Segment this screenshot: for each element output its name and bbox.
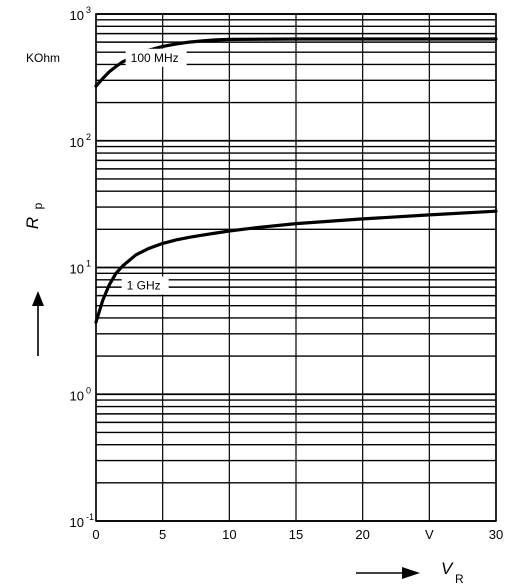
y-tick-label-exponent: 1 [86,259,91,269]
x-unit-label: V [425,527,434,542]
y-axis-label-sub: p [31,202,45,209]
y-tick-label-base: 10 [70,8,84,23]
x-tick-label: 20 [355,527,369,542]
y-tick-label-base: 10 [70,388,84,403]
y-axis-arrow [32,291,44,356]
series-label-0: 100 MHz [131,51,179,65]
series-label-bg-0 [125,48,187,67]
x-tick-label: 10 [222,527,236,542]
y-unit-label: KOhm [26,51,60,65]
y-axis-label: R p [23,202,45,229]
series-line-1 [94,209,498,324]
x-axis-label-sub: R [455,572,464,586]
y-tick-label-exponent: 0 [86,385,91,395]
x-tick-label: 0 [92,527,99,542]
y-tick-label-exponent: -1 [86,512,94,522]
y-axis-label-main: R [23,217,42,229]
y-tick-label-base: 10 [70,262,84,277]
x-axis-label-main: V [441,559,454,578]
x-axis-label: V R [441,559,464,586]
x-tick-label: 5 [159,527,166,542]
x-axis-arrow [356,567,420,579]
x-tick-label: 15 [289,527,303,542]
series-label-1: 1 GHz [127,279,161,293]
y-tick-label-exponent: 2 [86,132,91,142]
y-tick-label-base: 10 [70,135,84,150]
series-line-0 [94,37,498,88]
series-lines [94,37,498,324]
plot-frame [95,13,497,522]
series-label-bg-1 [121,276,169,295]
y-tick-label-exponent: 3 [86,5,91,15]
grid [95,13,497,522]
y-tick-label-base: 10 [70,515,84,530]
series-labels: 100 MHz 1 GHz [121,48,187,295]
x-tick-label: 30 [489,527,503,542]
